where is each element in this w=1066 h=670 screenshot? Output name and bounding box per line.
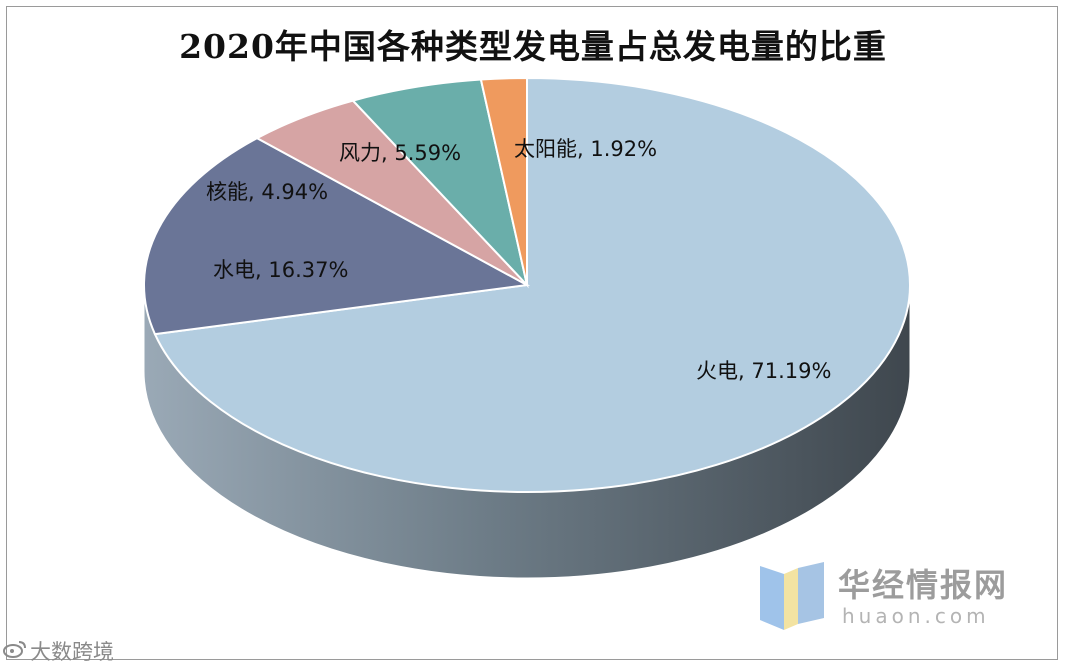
pie-slice-4 <box>351 78 529 289</box>
slice-label-5: 太阳能, 1.92% <box>514 137 657 161</box>
huajing-logo: 华经情报网 huaon.com <box>758 560 1058 640</box>
pie-slice-2 <box>143 137 531 336</box>
watermark-text: 大数跨境 <box>30 640 114 664</box>
slice-label-2: 水电, 16.37% <box>213 258 348 282</box>
logo-mark-icon <box>760 562 824 630</box>
chart-title: 2020年中国各种类型发电量占总发电量的比重 <box>179 27 887 66</box>
logo-name: 华经情报网 <box>838 566 1009 604</box>
source-watermark: 大数跨境 <box>2 636 114 666</box>
pie-labels: 火电, 71.19% 水电, 16.37% 核能, 4.94% 风力, 5.59% 太阳… <box>206 137 831 383</box>
logo-url: huaon.com <box>842 604 990 628</box>
slice-label-3: 核能, 4.94% <box>206 180 328 204</box>
pie-slice-5 <box>479 76 528 286</box>
slice-label-1: 火电, 71.19% <box>696 359 831 383</box>
weibo-icon <box>2 639 28 664</box>
pie-slice-1 <box>153 76 911 493</box>
slice-label-4: 风力, 5.59% <box>339 141 461 165</box>
pie-slices <box>143 76 911 493</box>
